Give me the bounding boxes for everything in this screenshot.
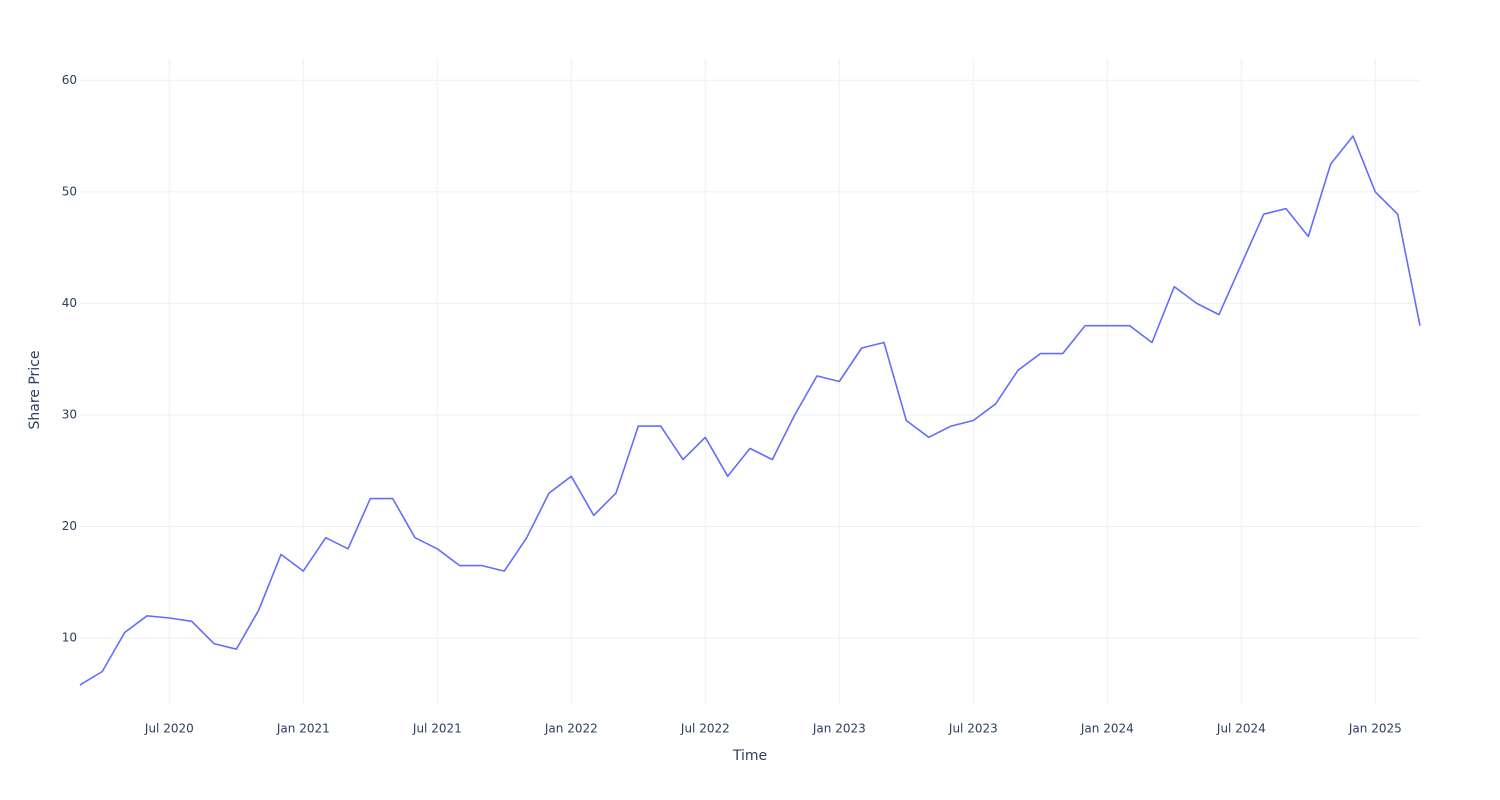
- x-axis-title: Time: [732, 748, 767, 764]
- y-tick-label: 20: [62, 519, 77, 533]
- y-tick-label: 50: [62, 184, 77, 198]
- x-tick-label: Jan 2024: [1080, 722, 1134, 736]
- x-tick-label: Jan 2022: [544, 722, 598, 736]
- y-tick-label: 40: [62, 296, 77, 310]
- y-tick-label: 10: [62, 631, 77, 645]
- x-tick-label: Jul 2020: [144, 722, 194, 736]
- price-line: [79, 135, 1421, 686]
- x-tick-label: Jan 2021: [276, 722, 330, 736]
- x-tick-label: Jan 2025: [1348, 722, 1402, 736]
- x-tick-label: Jan 2023: [812, 722, 866, 736]
- x-tick-label: Jul 2024: [1216, 722, 1266, 736]
- y-tick-label: 30: [62, 407, 77, 421]
- x-tick-label: Jul 2023: [948, 722, 998, 736]
- y-axis-title: Share Price: [27, 350, 43, 429]
- x-tick-label: Jul 2021: [412, 722, 462, 736]
- y-tick-label: 60: [62, 73, 77, 87]
- x-tick-label: Jul 2022: [680, 722, 730, 736]
